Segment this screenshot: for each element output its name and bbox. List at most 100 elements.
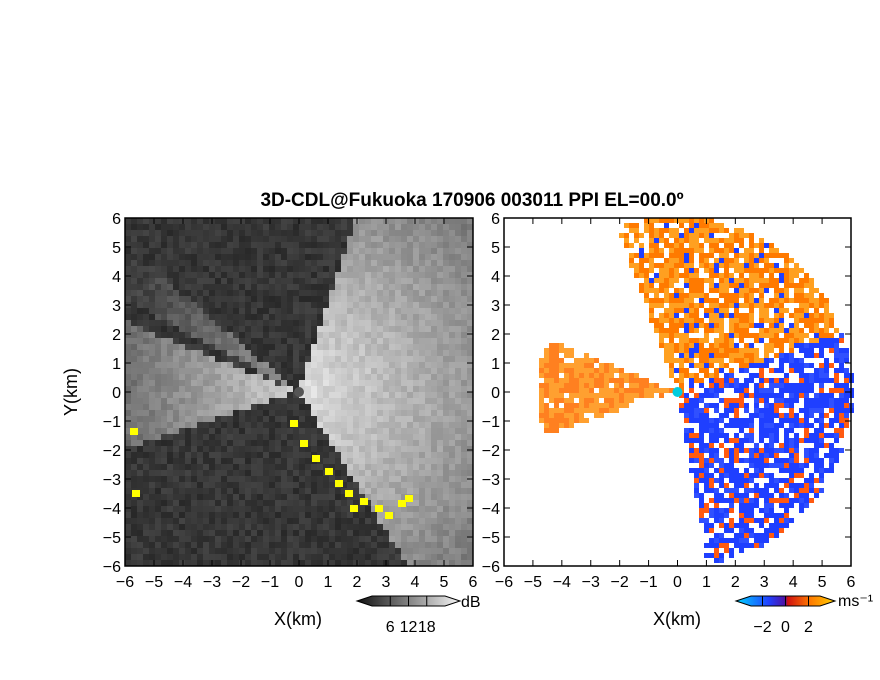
velocity-cell <box>544 348 549 353</box>
reflectivity-cell <box>305 230 311 236</box>
reflectivity-cell <box>191 254 197 260</box>
velocity-cell <box>744 268 749 273</box>
reflectivity-cell <box>341 416 347 422</box>
velocity-cell <box>814 338 819 343</box>
reflectivity-cell <box>161 524 167 530</box>
velocity-cell <box>709 248 714 253</box>
reflectivity-cell <box>233 356 239 362</box>
reflectivity-cell <box>137 476 143 482</box>
reflectivity-cell <box>245 338 251 344</box>
velocity-cell <box>679 293 684 298</box>
reflectivity-cell <box>209 428 215 434</box>
reflectivity-cell <box>389 518 395 524</box>
velocity-cell <box>624 388 629 393</box>
reflectivity-cell <box>167 434 173 440</box>
reflectivity-cell <box>413 344 419 350</box>
reflectivity-cell <box>167 242 173 248</box>
velocity-cell <box>604 383 609 388</box>
velocity-cell <box>659 338 664 343</box>
reflectivity-cell <box>365 236 371 242</box>
reflectivity-cell <box>329 254 335 260</box>
reflectivity-cell <box>395 446 401 452</box>
reflectivity-cell <box>347 320 353 326</box>
reflectivity-cell <box>425 290 431 296</box>
velocity-cell <box>559 408 564 413</box>
velocity-cell <box>694 243 699 248</box>
reflectivity-cell <box>455 236 461 242</box>
reflectivity-cell <box>239 404 245 410</box>
reflectivity-cell <box>413 350 419 356</box>
velocity-cell <box>699 353 704 358</box>
reflectivity-cell <box>167 440 173 446</box>
reflectivity-cell <box>395 386 401 392</box>
reflectivity-cell <box>401 302 407 308</box>
velocity-cell <box>744 258 749 263</box>
reflectivity-cell <box>311 344 317 350</box>
velocity-cell <box>814 458 819 463</box>
reflectivity-cell <box>431 308 437 314</box>
reflectivity-cell <box>221 338 227 344</box>
reflectivity-cell <box>353 230 359 236</box>
reflectivity-cell <box>239 542 245 548</box>
reflectivity-cell <box>305 356 311 362</box>
velocity-cell <box>659 333 664 338</box>
reflectivity-cell <box>197 434 203 440</box>
velocity-cell <box>844 393 849 398</box>
reflectivity-cell <box>275 536 281 542</box>
reflectivity-cell <box>365 314 371 320</box>
reflectivity-cell <box>365 464 371 470</box>
velocity-cell <box>774 403 779 408</box>
reflectivity-cell <box>419 398 425 404</box>
velocity-cell <box>544 373 549 378</box>
reflectivity-cell <box>227 560 233 566</box>
reflectivity-cell <box>233 404 239 410</box>
velocity-cell <box>779 363 784 368</box>
velocity-cell <box>739 273 744 278</box>
reflectivity-cell <box>407 218 413 224</box>
velocity-cell <box>689 223 694 228</box>
velocity-cell <box>729 418 734 423</box>
reflectivity-cell <box>413 374 419 380</box>
reflectivity-cell <box>293 440 299 446</box>
reflectivity-cell <box>371 302 377 308</box>
reflectivity-cell <box>407 440 413 446</box>
reflectivity-cell <box>299 320 305 326</box>
reflectivity-cell <box>251 410 257 416</box>
velocity-cell <box>809 398 814 403</box>
reflectivity-cell <box>149 524 155 530</box>
velocity-cell <box>554 363 559 368</box>
velocity-cell <box>789 323 794 328</box>
reflectivity-cell <box>137 458 143 464</box>
reflectivity-cell <box>407 266 413 272</box>
reflectivity-cell <box>371 428 377 434</box>
velocity-cell <box>789 363 794 368</box>
velocity-cell <box>639 273 644 278</box>
reflectivity-cell <box>191 350 197 356</box>
reflectivity-cell <box>227 362 233 368</box>
reflectivity-cell <box>149 404 155 410</box>
velocity-cell <box>724 238 729 243</box>
reflectivity-cell <box>137 302 143 308</box>
reflectivity-cell <box>239 224 245 230</box>
reflectivity-cell <box>431 218 437 224</box>
velocity-cell <box>749 463 754 468</box>
reflectivity-cell <box>467 368 473 374</box>
velocity-cell <box>684 373 689 378</box>
reflectivity-cell <box>287 266 293 272</box>
velocity-cell <box>804 448 809 453</box>
reflectivity-cell <box>431 362 437 368</box>
velocity-cell <box>759 308 764 313</box>
velocity-cell <box>574 403 579 408</box>
reflectivity-cell <box>467 422 473 428</box>
reflectivity-cell <box>251 476 257 482</box>
velocity-cell <box>664 358 669 363</box>
velocity-cell <box>729 238 734 243</box>
reflectivity-cell <box>221 416 227 422</box>
velocity-cell <box>694 278 699 283</box>
reflectivity-cell <box>143 272 149 278</box>
reflectivity-cell <box>191 374 197 380</box>
velocity-cell <box>664 263 669 268</box>
reflectivity-cell <box>389 260 395 266</box>
reflectivity-cell <box>449 410 455 416</box>
velocity-cell <box>779 393 784 398</box>
